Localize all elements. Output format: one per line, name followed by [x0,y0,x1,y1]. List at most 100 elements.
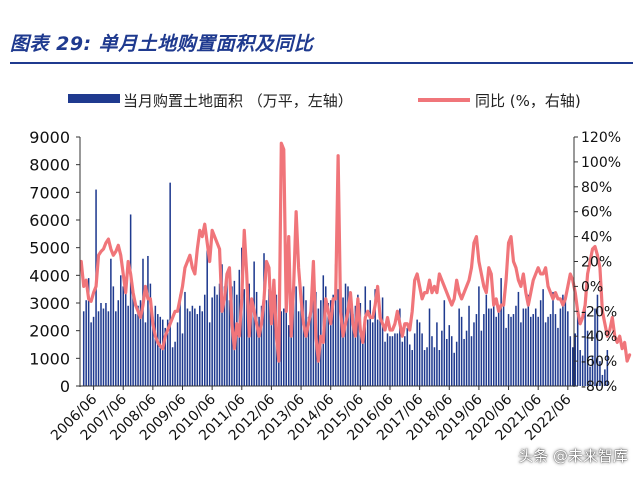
bar-area [297,311,300,386]
bar-area [166,319,169,386]
bar-area [384,341,386,386]
bar-area [379,308,381,386]
bar-area [325,286,327,386]
bar-area [441,330,443,386]
title-divider [10,62,633,64]
bar-area [312,280,315,386]
bar-area [495,316,497,386]
bar-area [416,319,418,386]
bar-area [154,305,157,386]
bar-area [164,327,166,386]
legend-label-yoy: 同比 (%，右轴) [475,92,581,110]
bar-area [465,330,468,386]
bar-area [92,316,95,386]
bar-area [287,325,290,386]
bar-area [137,305,139,386]
bar-area [255,291,258,386]
bar-area [352,314,354,386]
bar-area [199,305,201,386]
bar-area [362,336,364,386]
bar-area [436,322,438,386]
bar-area [268,289,270,386]
bar-area [510,316,512,386]
bar-area [572,347,574,386]
bar-area [191,305,194,386]
bar-area [478,286,480,386]
bar-area [520,322,522,386]
bar-area [532,314,535,386]
bar-area [253,261,255,386]
bar-area [428,308,431,386]
bar-area [547,316,549,386]
bar-area [576,314,579,386]
bar-area [221,264,223,386]
bar-area [567,311,569,386]
bar-area [557,327,559,386]
bar-area [179,294,181,386]
left-tick-label: 1000 [29,349,70,368]
bar-area [157,314,159,386]
bar-area [453,352,455,386]
bar-area [280,311,283,386]
bar-area [581,355,584,386]
bar-area [260,305,263,386]
bar-area [473,322,475,386]
bar-area [448,325,451,386]
bar-area [599,361,601,386]
right-tick-label: 20% [581,255,612,271]
bar-area [483,314,485,386]
bar-area [386,333,389,386]
bar-area [525,308,527,386]
bar-area [401,341,404,386]
bar-area [161,319,164,386]
right-tick-label: 80% [581,180,612,196]
bar-area [443,300,446,386]
bar-area [127,305,129,386]
right-tick-label: -40% [581,329,617,345]
bar-area [463,338,465,386]
bar-area [349,300,352,386]
bar-area [515,305,517,386]
bar-area [455,341,458,386]
bar-area [243,289,246,386]
bar-area [564,294,567,386]
bar-area [265,300,268,386]
bar-area [468,305,470,386]
bar-area [579,350,581,386]
left-tick-label: 7000 [29,183,70,202]
bar-area [206,250,208,386]
bar-area [132,294,134,386]
bar-area [399,308,401,386]
bar-area [594,308,596,386]
bar-area [250,300,253,386]
bar-area [354,305,357,386]
bar-area [389,336,391,386]
bar-area [201,311,204,386]
bar-area [117,300,120,386]
bar-area [292,286,295,386]
bar-area [208,322,211,386]
bar-area [406,327,409,386]
bar-area [211,297,213,386]
bar-area [606,350,609,386]
bar-area [396,333,399,386]
bar-area [337,289,339,386]
bar-area [534,308,537,386]
bar-area [213,286,216,386]
bar-area [369,300,371,386]
bar-area [100,303,102,386]
left-tick-label: 9000 [29,128,70,147]
bar-area [107,311,110,386]
bar-area [115,311,117,386]
bar-area [112,286,115,386]
bar-area [139,300,142,386]
bar-area [196,314,199,386]
bar-area [223,286,226,386]
bar-area [376,319,379,386]
bar-area [181,333,184,386]
bar-area [530,316,532,386]
bar-area [176,322,179,386]
figure-title: 图表 29: 单月土地购置面积及同比 [10,33,314,55]
bar-area [102,308,105,386]
bar-area [347,286,349,386]
